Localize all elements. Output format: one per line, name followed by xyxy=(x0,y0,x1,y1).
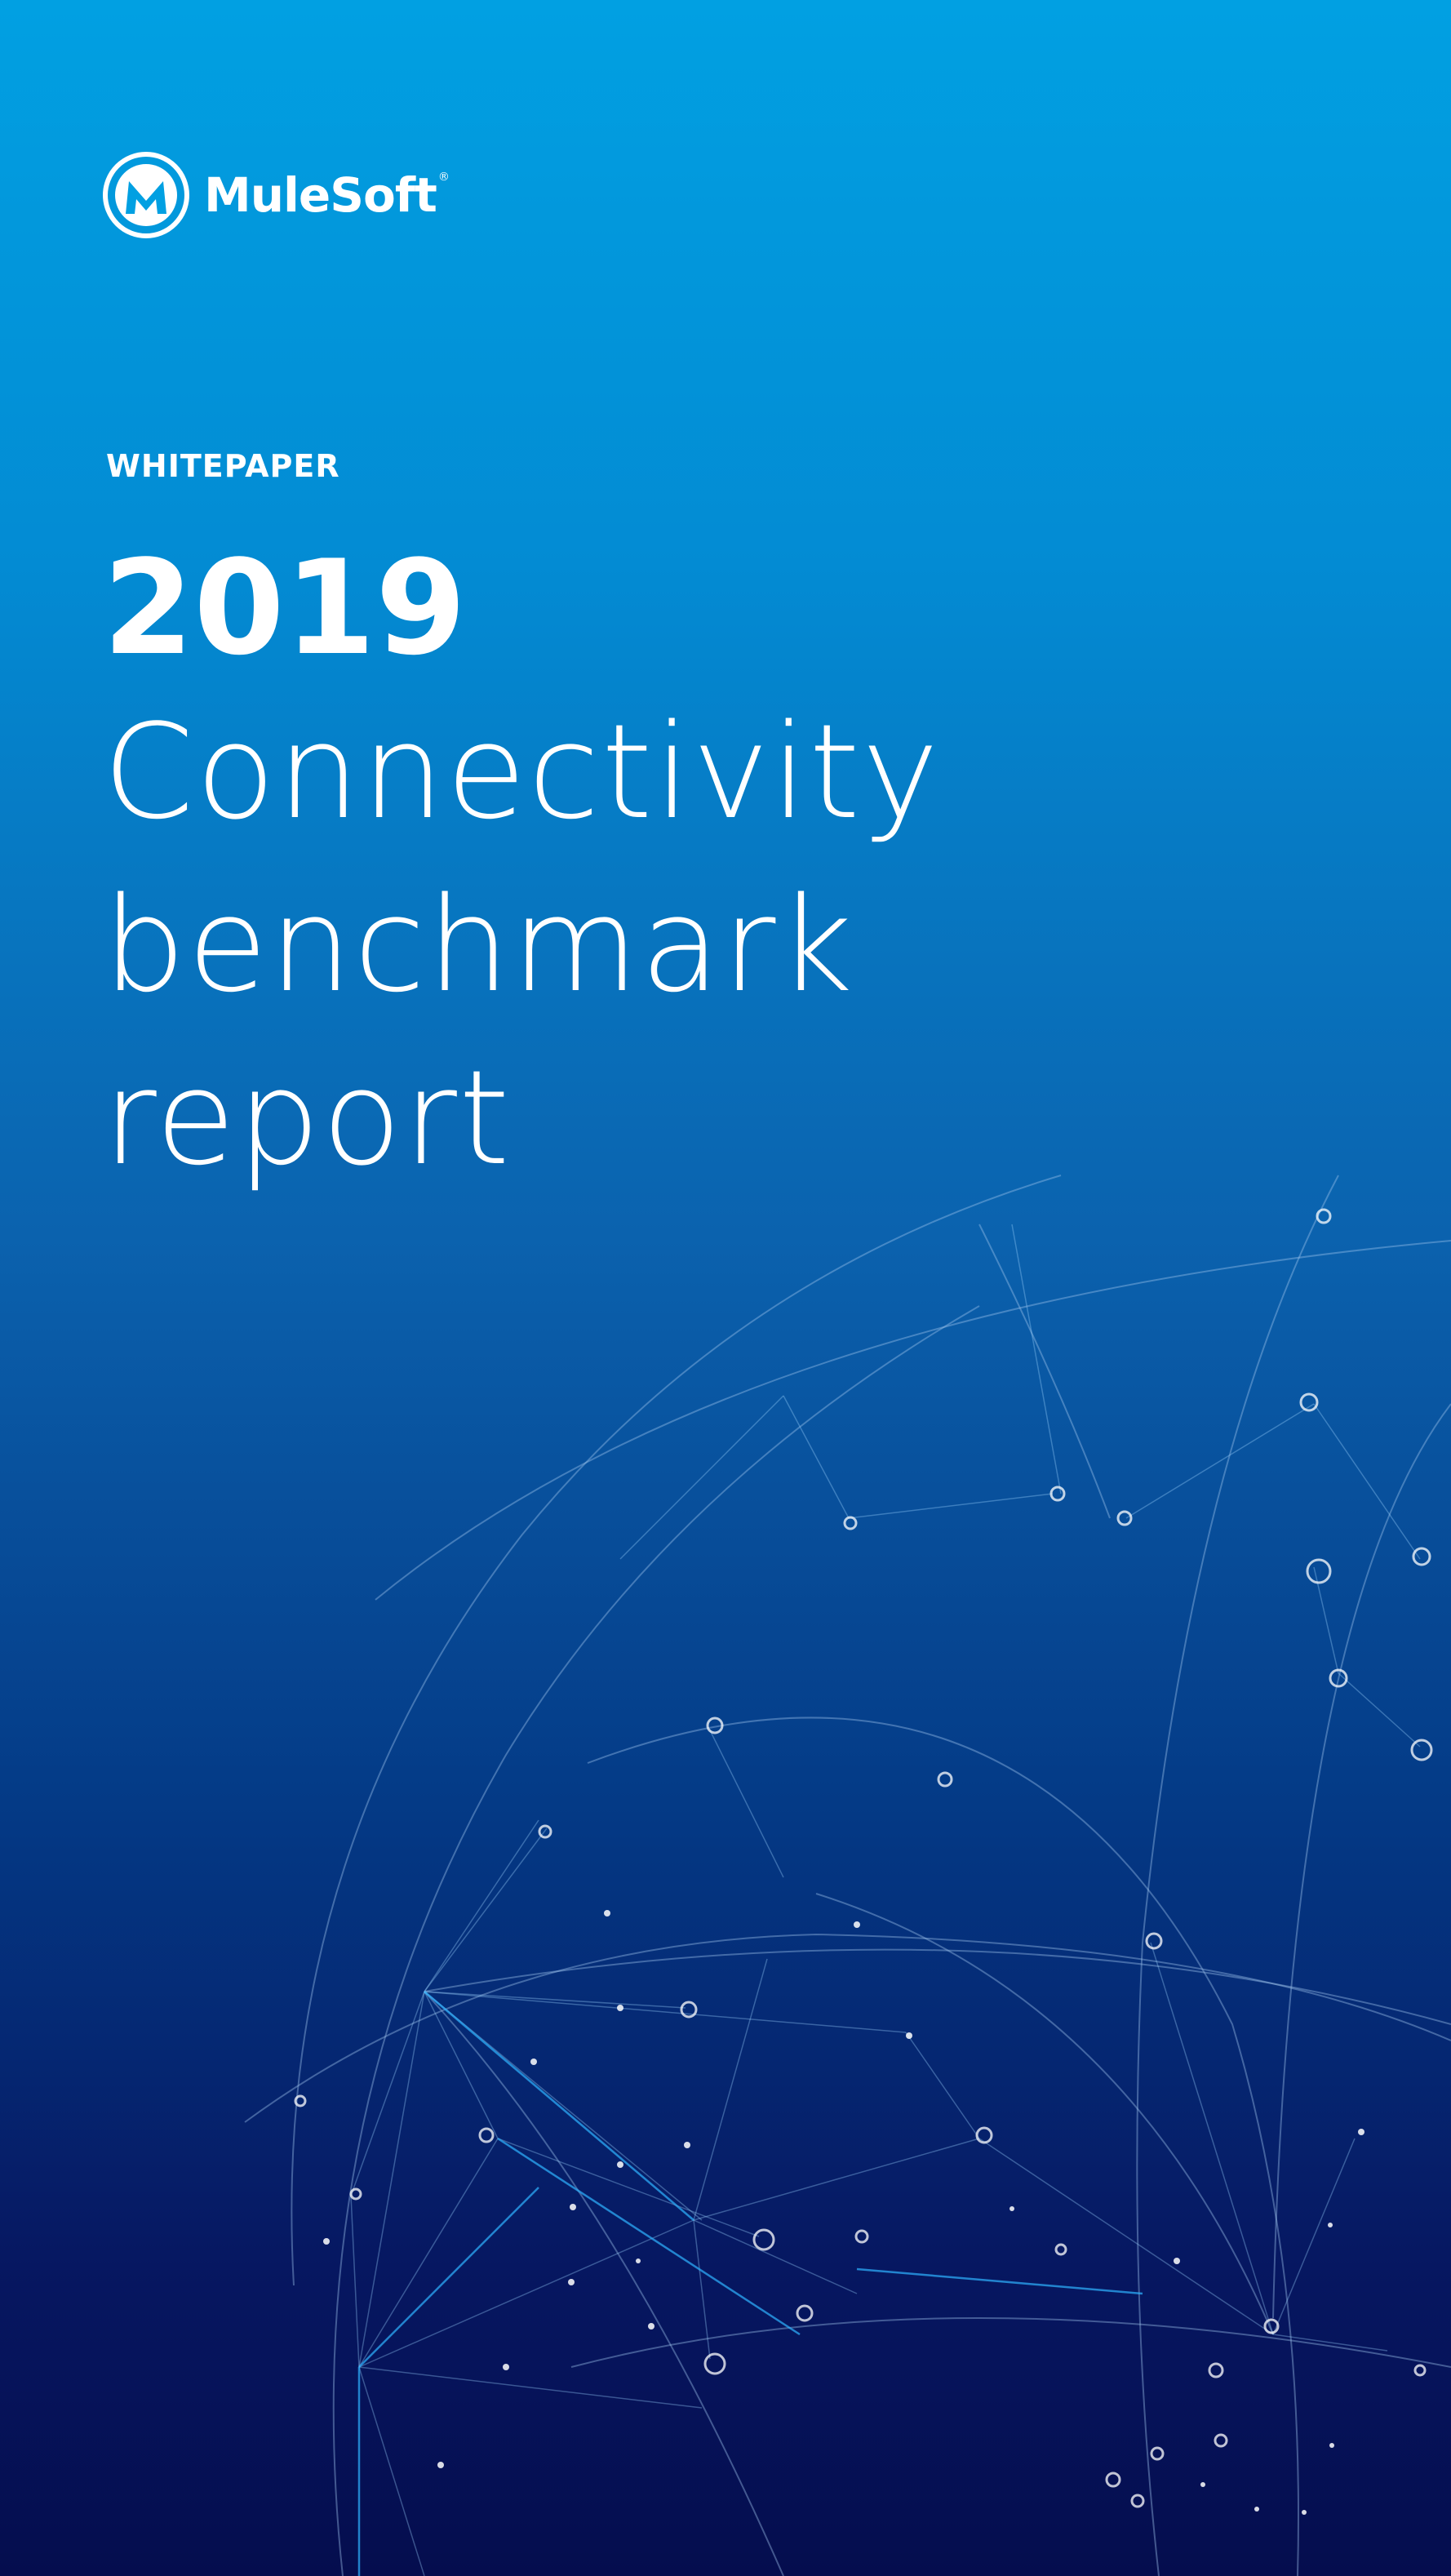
mulesoft-logo-icon xyxy=(103,152,189,238)
brand-name: MuleSoft ® xyxy=(204,167,450,223)
title-line-1: Connectivity xyxy=(103,695,941,848)
title-line-2: benchmark xyxy=(103,868,855,1021)
report-title: 2019 Connectivity benchmark report xyxy=(103,531,941,1205)
title-line-3: report xyxy=(103,1042,512,1194)
brand-logo: MuleSoft ® xyxy=(101,150,450,240)
document-type-label: WHITEPAPER xyxy=(106,448,340,484)
report-year: 2019 xyxy=(103,531,467,684)
